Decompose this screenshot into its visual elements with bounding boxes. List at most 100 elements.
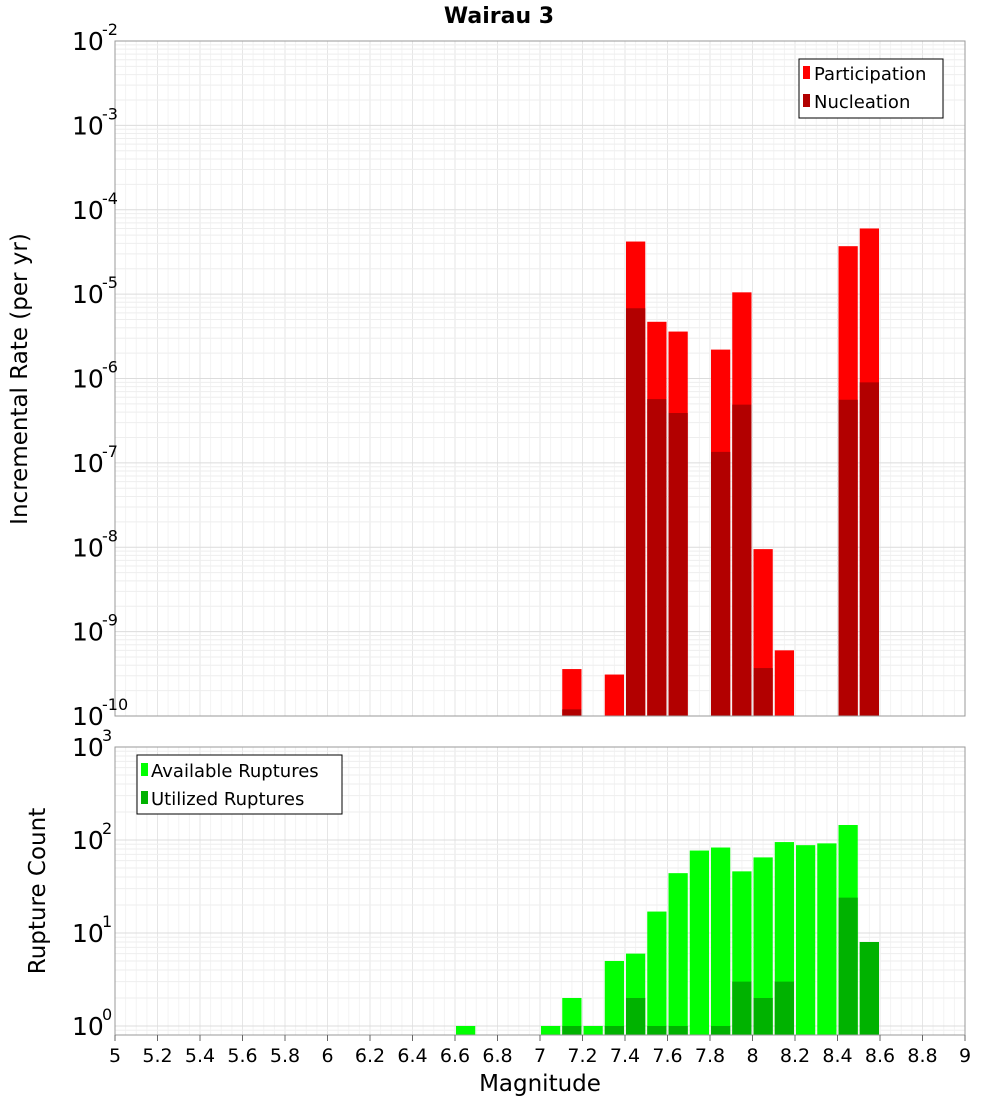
count-y-tick-base: 10 [72, 826, 104, 855]
count-bar-series1 [753, 857, 773, 1035]
count-y-tick-base: 10 [72, 1012, 104, 1041]
rate-legend-box [798, 58, 944, 119]
rate-y-tick-exponent: -7 [102, 442, 118, 461]
rate-y-axis-label: Incremental Rate (per yr) [7, 233, 33, 525]
x-tick-label: 8 [746, 1045, 758, 1067]
x-tick-label: 8.8 [907, 1045, 937, 1067]
count-bars [456, 824, 879, 1035]
x-tick-label: 8.6 [865, 1045, 895, 1067]
x-tick-label: 6 [321, 1045, 333, 1067]
count-bar-series1 [817, 843, 837, 1035]
rate-bar-series1 [774, 650, 794, 716]
count-bar-series2 [838, 897, 858, 1035]
x-tick-label: 6.6 [440, 1045, 470, 1067]
count-y-tick-base: 10 [72, 919, 104, 948]
count-bar-series2 [753, 997, 773, 1035]
rate-y-tick-exponent: -3 [102, 104, 118, 123]
utilized-legend-swatch [141, 791, 148, 804]
x-tick-label: 5.6 [227, 1045, 257, 1067]
rate-bar-series2 [859, 382, 879, 716]
available-legend-label: Available Ruptures [151, 761, 319, 782]
count-bar-series2 [647, 1025, 667, 1035]
rate-y-tick-exponent: -6 [102, 358, 118, 377]
x-tick-label: 7 [534, 1045, 546, 1067]
count-bar-series1 [583, 1025, 603, 1035]
rate-y-tick-exponent: -10 [102, 695, 128, 714]
rate-bar-series2 [753, 668, 773, 716]
x-tick-label: 5.8 [270, 1045, 300, 1067]
count-bar-series1 [711, 847, 731, 1035]
rate-bar-series2 [838, 399, 858, 716]
count-y-tick-exponent: 2 [102, 819, 112, 838]
count-legend: Available Ruptures Utilized Ruptures [136, 754, 343, 815]
x-tick-label: 6.2 [355, 1045, 385, 1067]
count-bar-series2 [604, 1025, 624, 1035]
count-bar-series1 [456, 1025, 476, 1035]
count-bar-series2 [626, 997, 646, 1035]
count-bar-series1 [796, 845, 816, 1035]
count-bar-series2 [859, 942, 879, 1035]
chart-title: Wairau 3 [444, 4, 554, 29]
count-bar-series2 [732, 981, 752, 1035]
x-tick-label: 5 [109, 1045, 121, 1067]
count-bar-series1 [541, 1025, 561, 1035]
rate-bar-series1 [604, 674, 624, 716]
count-bar-series1 [604, 960, 624, 1035]
rate-bar-series1 [562, 669, 582, 716]
nucleation-legend-label: Nucleation [814, 92, 910, 113]
count-bar-series1 [689, 850, 709, 1035]
rate-grid [114, 40, 966, 717]
x-axis-label: Magnitude [479, 1071, 601, 1097]
available-legend-swatch [141, 763, 148, 776]
count-bar-series2 [668, 1025, 688, 1035]
x-tick-label: 6.4 [397, 1045, 427, 1067]
count-bar-series1 [562, 997, 582, 1035]
rate-bars [562, 228, 879, 717]
rate-y-tick-exponent: -5 [102, 273, 118, 292]
participation-legend-label: Participation [814, 64, 926, 85]
rate-bar-series2 [626, 308, 646, 716]
x-tick-label: 5.4 [185, 1045, 215, 1067]
nucleation-legend-swatch [803, 94, 810, 107]
x-tick-label: 9 [959, 1045, 971, 1067]
rate-y-tick-base: 10 [72, 533, 104, 562]
x-tick-label: 7.4 [610, 1045, 640, 1067]
x-tick-label: 7.6 [652, 1045, 682, 1067]
count-bar-series2 [711, 1025, 731, 1035]
count-y-tick-base: 10 [72, 733, 104, 762]
rate-y-tick-exponent: -9 [102, 611, 118, 630]
utilized-legend-label: Utilized Ruptures [151, 789, 304, 810]
rate-y-tick-base: 10 [72, 449, 104, 478]
rate-y-tick-base: 10 [72, 280, 104, 309]
participation-legend-swatch [803, 66, 810, 79]
rate-bar-series2 [711, 451, 731, 716]
count-y-tick-exponent: 3 [102, 726, 112, 745]
rate-y-tick-exponent: -2 [102, 20, 118, 39]
rate-legend: Participation Nucleation [798, 58, 944, 119]
rate-y-tick-base: 10 [72, 365, 104, 394]
count-y-tick-exponent: 0 [102, 1005, 112, 1024]
rate-y-tick-exponent: -4 [102, 189, 118, 208]
count-y-axis-label: Rupture Count [25, 808, 51, 974]
rate-y-tick-base: 10 [72, 111, 104, 140]
count-bar-series2 [774, 981, 794, 1035]
x-tick-label: 5.2 [142, 1045, 172, 1067]
rate-plot-frame [114, 40, 966, 717]
count-bar-series2 [562, 1025, 582, 1035]
x-tick-label: 8.2 [780, 1045, 810, 1067]
rate-y-tick-base: 10 [72, 27, 104, 56]
rate-y-tick-base: 10 [72, 618, 104, 647]
rate-bar-series2 [668, 413, 688, 716]
count-bar-series1 [647, 911, 667, 1035]
rate-y-tick-base: 10 [72, 196, 104, 225]
count-bar-series1 [668, 873, 688, 1035]
x-tick-label: 7.2 [567, 1045, 597, 1067]
rate-y-tick-base: 10 [72, 702, 104, 731]
count-x-ticks: 5 5.2 5.4 5.6 5.8 6 6.2 6.4 6.6 6.8 7 7.2 7.4 7.6 7.8 8… [109, 1035, 971, 1067]
x-tick-label: 6.8 [482, 1045, 512, 1067]
x-tick-label: 8.4 [822, 1045, 852, 1067]
